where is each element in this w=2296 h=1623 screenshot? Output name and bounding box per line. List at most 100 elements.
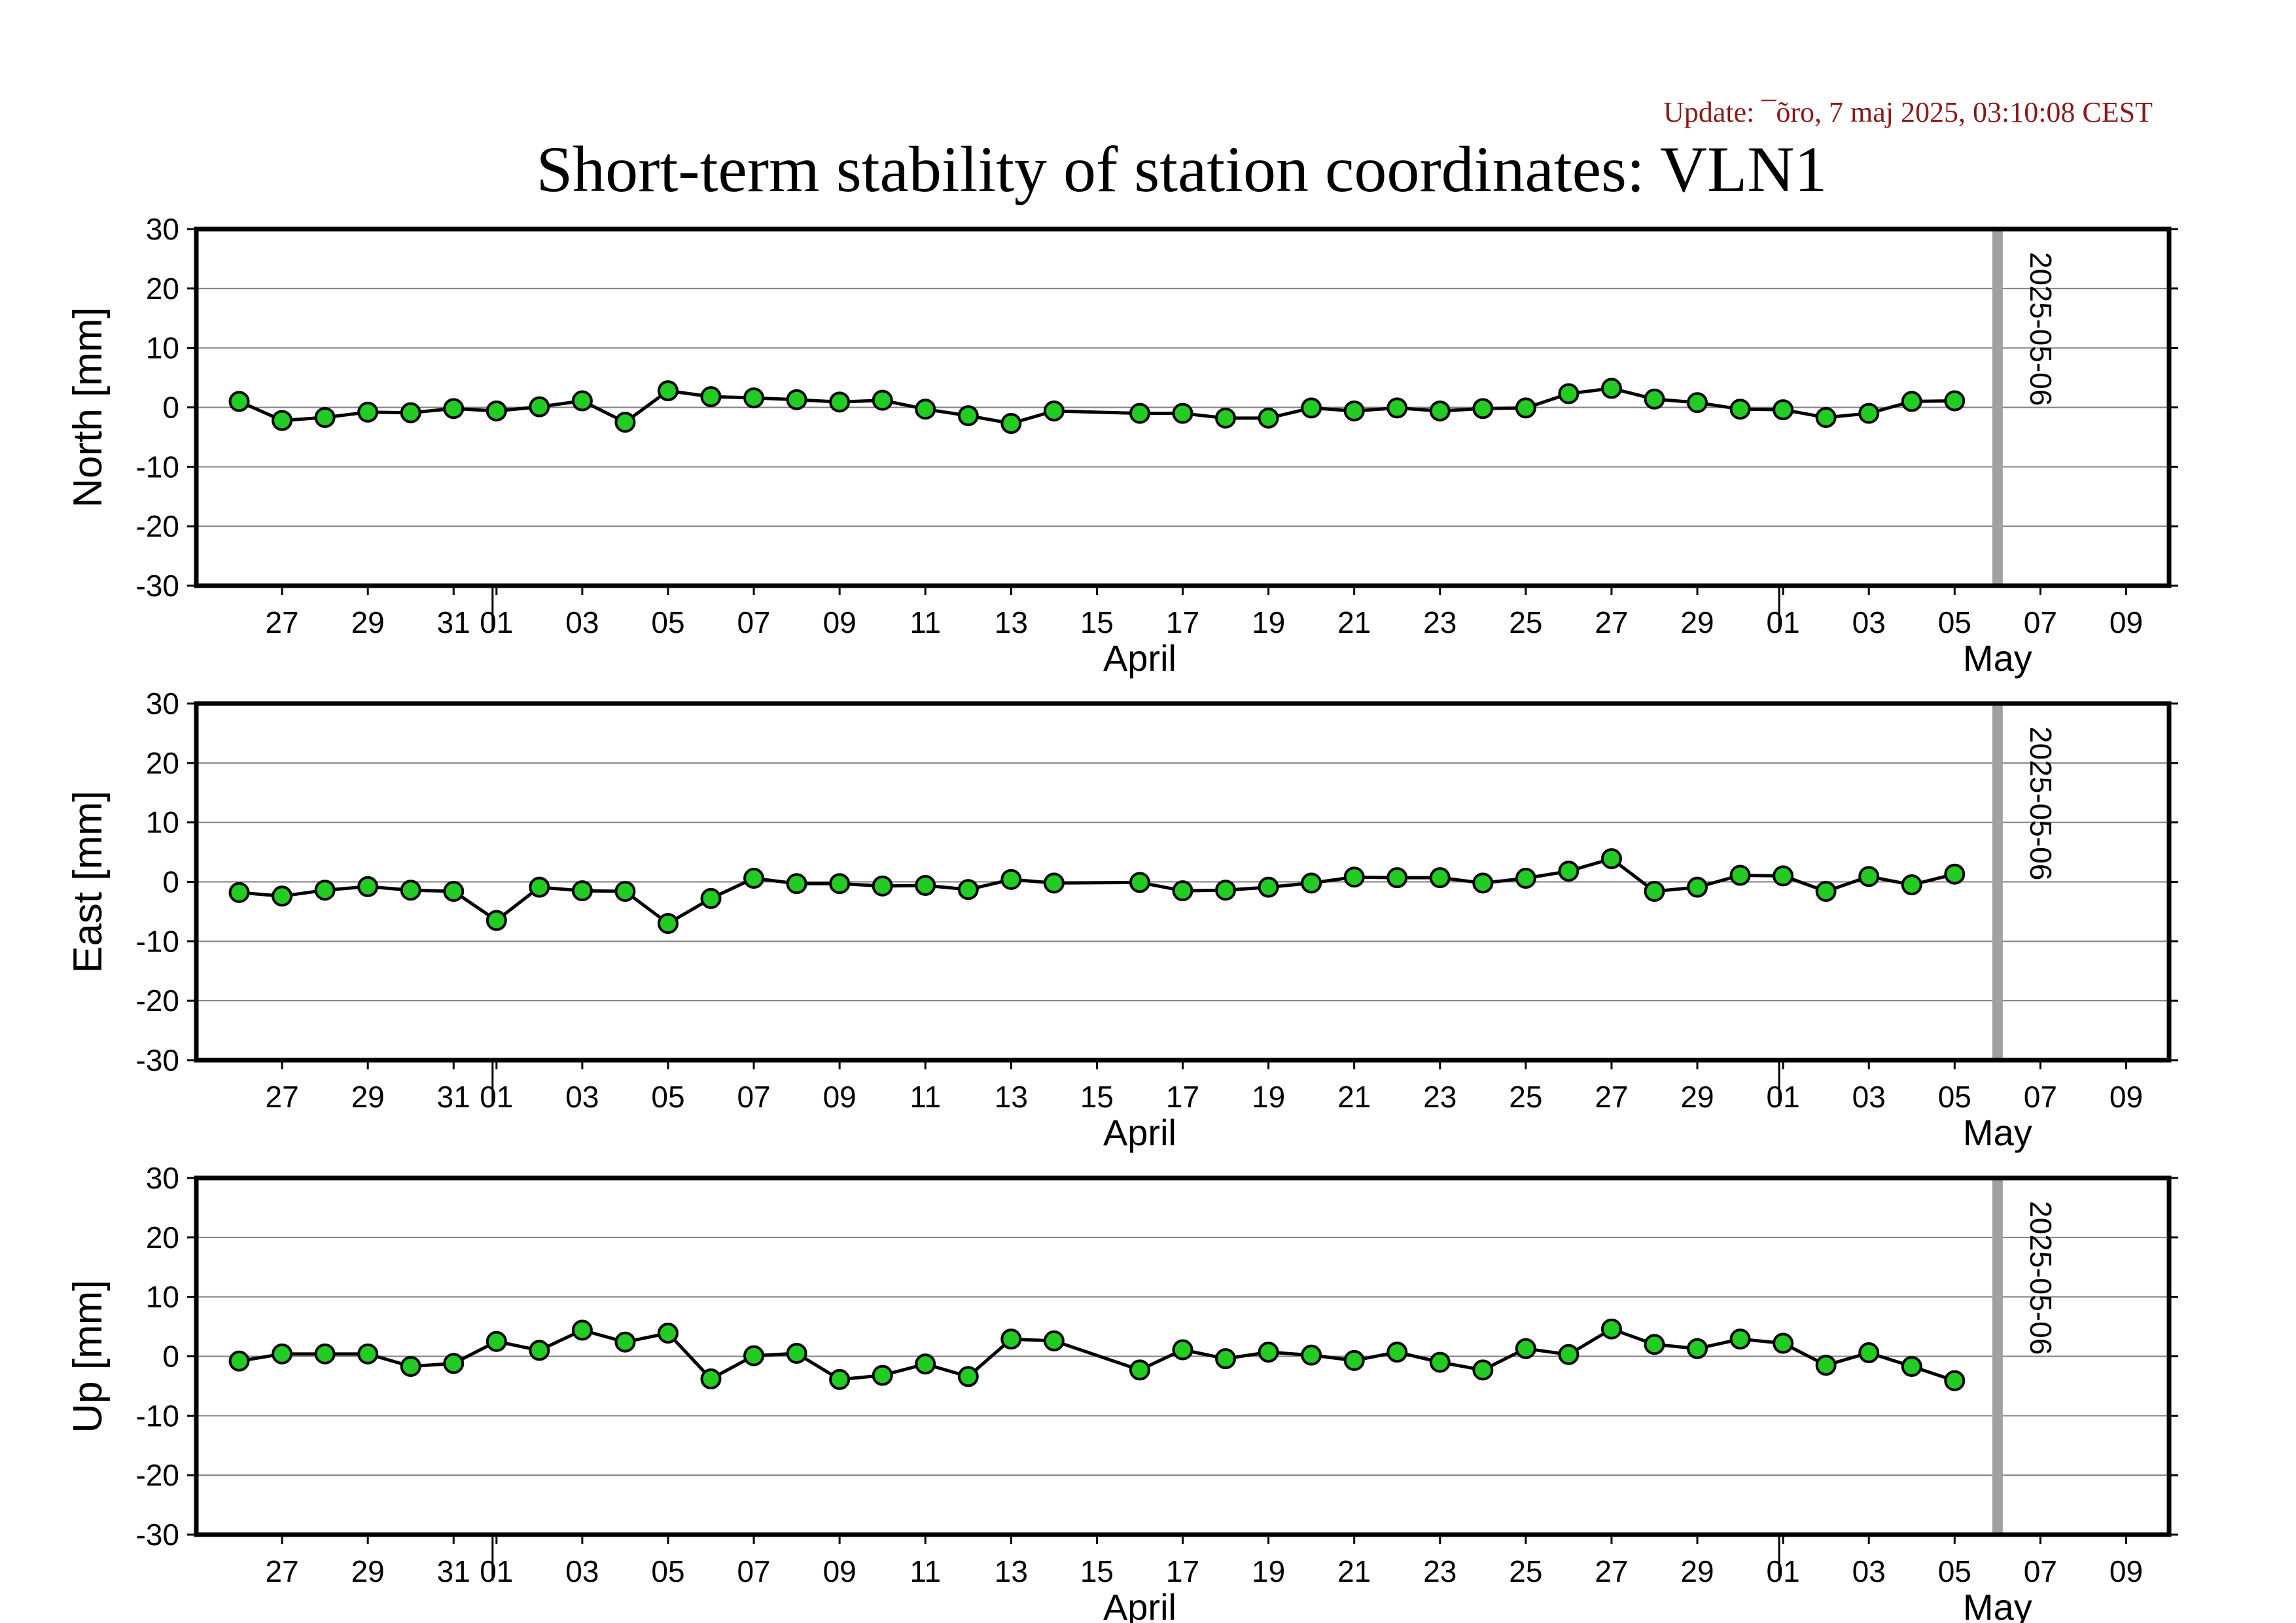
data-point — [1901, 1355, 1922, 1377]
month-label: April — [1103, 637, 1176, 679]
data-point — [529, 1340, 550, 1361]
x-tick-label: 05 — [651, 1080, 684, 1114]
x-tick-label: 31 — [437, 605, 470, 639]
x-tick-label: 03 — [1852, 1554, 1886, 1588]
x-tick-label: 29 — [351, 1080, 385, 1114]
y-tick-label: 0 — [162, 391, 179, 425]
y-tick-label: -30 — [136, 569, 179, 603]
x-tick-label: 03 — [565, 605, 599, 639]
x-tick-label: 21 — [1337, 1554, 1371, 1588]
x-tick-label: 27 — [1595, 605, 1628, 639]
data-point — [357, 1343, 379, 1364]
data-point — [486, 1330, 507, 1352]
x-tick-label: 07 — [737, 1554, 770, 1588]
data-point — [1258, 407, 1279, 429]
data-point — [1472, 1359, 1494, 1381]
y-tick-label: -10 — [136, 1399, 179, 1433]
data-point — [1215, 407, 1237, 429]
data-point — [1558, 861, 1580, 882]
y-tick-label: 10 — [146, 331, 179, 365]
x-tick-label: 05 — [651, 1554, 684, 1588]
month-label: May — [1963, 637, 2032, 679]
plot-frame — [194, 1175, 2172, 1537]
data-point — [314, 406, 336, 428]
panel-3: 2025-05-06 30 20 10 0 -10 -20 -30 Up [mm] 27 29 31 0… — [65, 1161, 2178, 1623]
x-tick-label: 17 — [1166, 605, 1199, 639]
data-point — [743, 868, 765, 889]
plot-frame — [194, 701, 2172, 1063]
data-point — [957, 879, 979, 901]
data-point — [1858, 402, 1880, 424]
x-tick-label: 27 — [266, 1080, 299, 1114]
data-point — [400, 402, 421, 423]
x-tick-label: 03 — [565, 1554, 599, 1588]
data-point — [829, 873, 851, 895]
data-point — [1944, 390, 1966, 412]
data-point — [1472, 398, 1494, 419]
data-point — [657, 1323, 679, 1344]
data-point — [571, 390, 593, 412]
data-point — [1558, 1344, 1580, 1365]
x-tick-label: 11 — [910, 1080, 941, 1114]
x-tick-label: 05 — [1938, 1080, 1971, 1114]
data-point — [1301, 1344, 1322, 1366]
data-point — [1858, 866, 1880, 887]
data-point — [400, 880, 421, 901]
data-point — [1000, 868, 1022, 890]
data-point — [1043, 872, 1065, 894]
x-tick-label: 21 — [1337, 605, 1371, 639]
y-tick-label: -20 — [136, 1458, 179, 1492]
data-point — [829, 391, 851, 413]
x-tick-label: 27 — [1595, 1554, 1628, 1588]
data-point — [1773, 399, 1794, 421]
data-point — [700, 887, 722, 909]
data-point — [657, 380, 679, 402]
data-point — [228, 391, 250, 412]
x-tick-label: 01 — [1767, 605, 1800, 639]
y-tick-label: 0 — [162, 1340, 179, 1374]
series-line — [238, 386, 1955, 425]
x-tick-label: 01 — [480, 605, 513, 639]
data-point — [1644, 1334, 1665, 1355]
data-point — [272, 1343, 293, 1364]
x-tick-label: 09 — [823, 1554, 857, 1588]
x-tick-label: 17 — [1166, 1554, 1199, 1588]
x-tick-label: 13 — [995, 605, 1028, 639]
x-tick-label: 27 — [266, 605, 299, 639]
data-point — [1773, 865, 1794, 887]
data-point — [357, 401, 379, 423]
data-point — [743, 1345, 765, 1366]
data-point — [1944, 863, 1966, 885]
data-point — [272, 410, 293, 431]
x-tick-label: 05 — [651, 605, 684, 639]
x-tick-label: 27 — [266, 1554, 299, 1588]
x-tick-label: 27 — [1595, 1080, 1628, 1114]
data-point — [400, 1355, 421, 1377]
x-tick-label: 13 — [995, 1554, 1028, 1588]
y-axis-label: Up [mm] — [65, 1279, 111, 1433]
data-point — [1600, 1318, 1622, 1340]
plot-frame — [194, 226, 2172, 588]
date-marker-label: 2025-05-06 — [2024, 252, 2058, 406]
data-point — [700, 1368, 722, 1390]
x-tick-label: 05 — [1938, 1554, 1971, 1588]
data-point — [1258, 1342, 1279, 1363]
data-point — [915, 399, 936, 420]
data-point — [1172, 402, 1193, 424]
data-point — [1129, 402, 1150, 424]
x-tick-label: 05 — [1938, 605, 1971, 639]
x-tick-label: 09 — [2110, 1080, 2143, 1114]
data-point — [829, 1368, 851, 1390]
data-point — [1558, 383, 1580, 404]
data-point — [1258, 876, 1279, 898]
y-tick-label: -30 — [136, 1518, 179, 1552]
data-point — [443, 1353, 465, 1374]
x-tick-label: 07 — [2024, 605, 2057, 639]
y-tick-label: 20 — [146, 746, 179, 780]
data-point — [614, 881, 636, 902]
x-tick-label: 01 — [480, 1080, 513, 1114]
data-point — [1687, 876, 1708, 898]
x-tick-label: 29 — [351, 1554, 385, 1588]
x-tick-label: 23 — [1423, 1080, 1457, 1114]
data-point — [915, 874, 936, 896]
